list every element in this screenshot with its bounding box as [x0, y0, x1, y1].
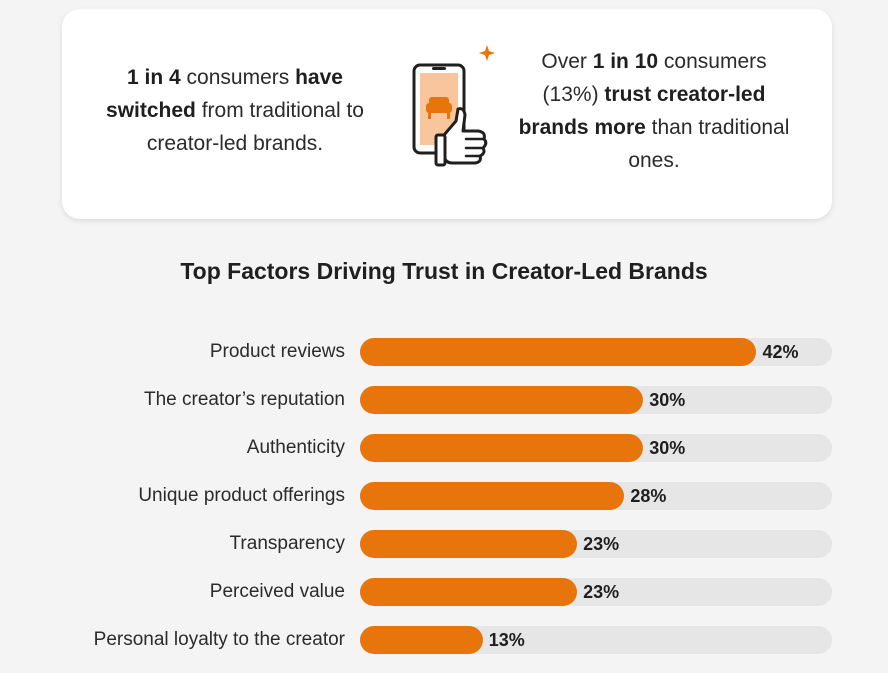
bar-row: The creator’s reputation 30% [0, 385, 888, 415]
bar-track [360, 482, 832, 510]
trust-stat-text-1: Over [541, 50, 593, 73]
bar [360, 434, 644, 462]
value-label: 28% [630, 486, 667, 506]
value-label: 23% [583, 534, 620, 554]
bar [360, 482, 625, 510]
trust-stat: Over 1 in 10 consumers (13%) trust creat… [514, 45, 794, 177]
bar-row: Unique product offerings 28% [0, 481, 888, 511]
value-label: 23% [583, 582, 620, 602]
switched-stat-emphasis: have switched [106, 66, 343, 122]
switched-stat: 1 in 4 consumers have switched from trad… [90, 61, 380, 160]
category-label: Transparency [229, 533, 345, 554]
bar-track [360, 578, 832, 606]
bar-track [360, 434, 832, 462]
bar-track [360, 338, 832, 366]
category-label: Personal loyalty to the creator [93, 629, 345, 650]
bar-track [360, 626, 832, 654]
category-label: Unique product offerings [138, 485, 345, 506]
trust-stat-ratio: 1 in 10 [592, 50, 659, 73]
value-label: 13% [488, 630, 525, 650]
bar-row: Authenticity 30% [0, 433, 888, 463]
chart-title: Top Factors Driving Trust in Creator-Led… [180, 258, 708, 284]
stats-card: 1 in 4 consumers have switched from trad… [62, 9, 832, 219]
bar [360, 338, 757, 366]
switched-stat-text-2: from traditional to creator-led brands. [146, 99, 364, 155]
phone-thumbs-up-icon [412, 45, 495, 167]
bar-row: Perceived value 23% [0, 577, 888, 607]
bar-track [360, 386, 832, 414]
value-label: 42% [762, 342, 799, 362]
bar [360, 530, 578, 558]
bar-row: Transparency 23% [0, 529, 888, 559]
bar-row: Personal loyalty to the creator 13% [0, 625, 888, 655]
bar [360, 578, 578, 606]
value-label: 30% [649, 390, 686, 410]
category-label: Perceived value [209, 581, 345, 602]
bar [360, 626, 483, 654]
category-label: Authenticity [246, 437, 345, 458]
switched-stat-ratio: 1 in 4 [127, 66, 181, 89]
bar [360, 386, 644, 414]
category-label: Product reviews [209, 341, 345, 362]
trust-stat-emphasis: trust creator-led brands more [518, 83, 766, 139]
trust-stat-text-3: than traditional ones. [628, 116, 790, 172]
bar-row: Product reviews 42% [0, 337, 888, 367]
trust-stat-text-2: consumers (13%) [542, 50, 767, 106]
value-label: 30% [649, 438, 686, 458]
switched-stat-text-1: consumers [180, 66, 296, 89]
bar-track [360, 530, 832, 558]
category-label: The creator’s reputation [143, 389, 345, 410]
